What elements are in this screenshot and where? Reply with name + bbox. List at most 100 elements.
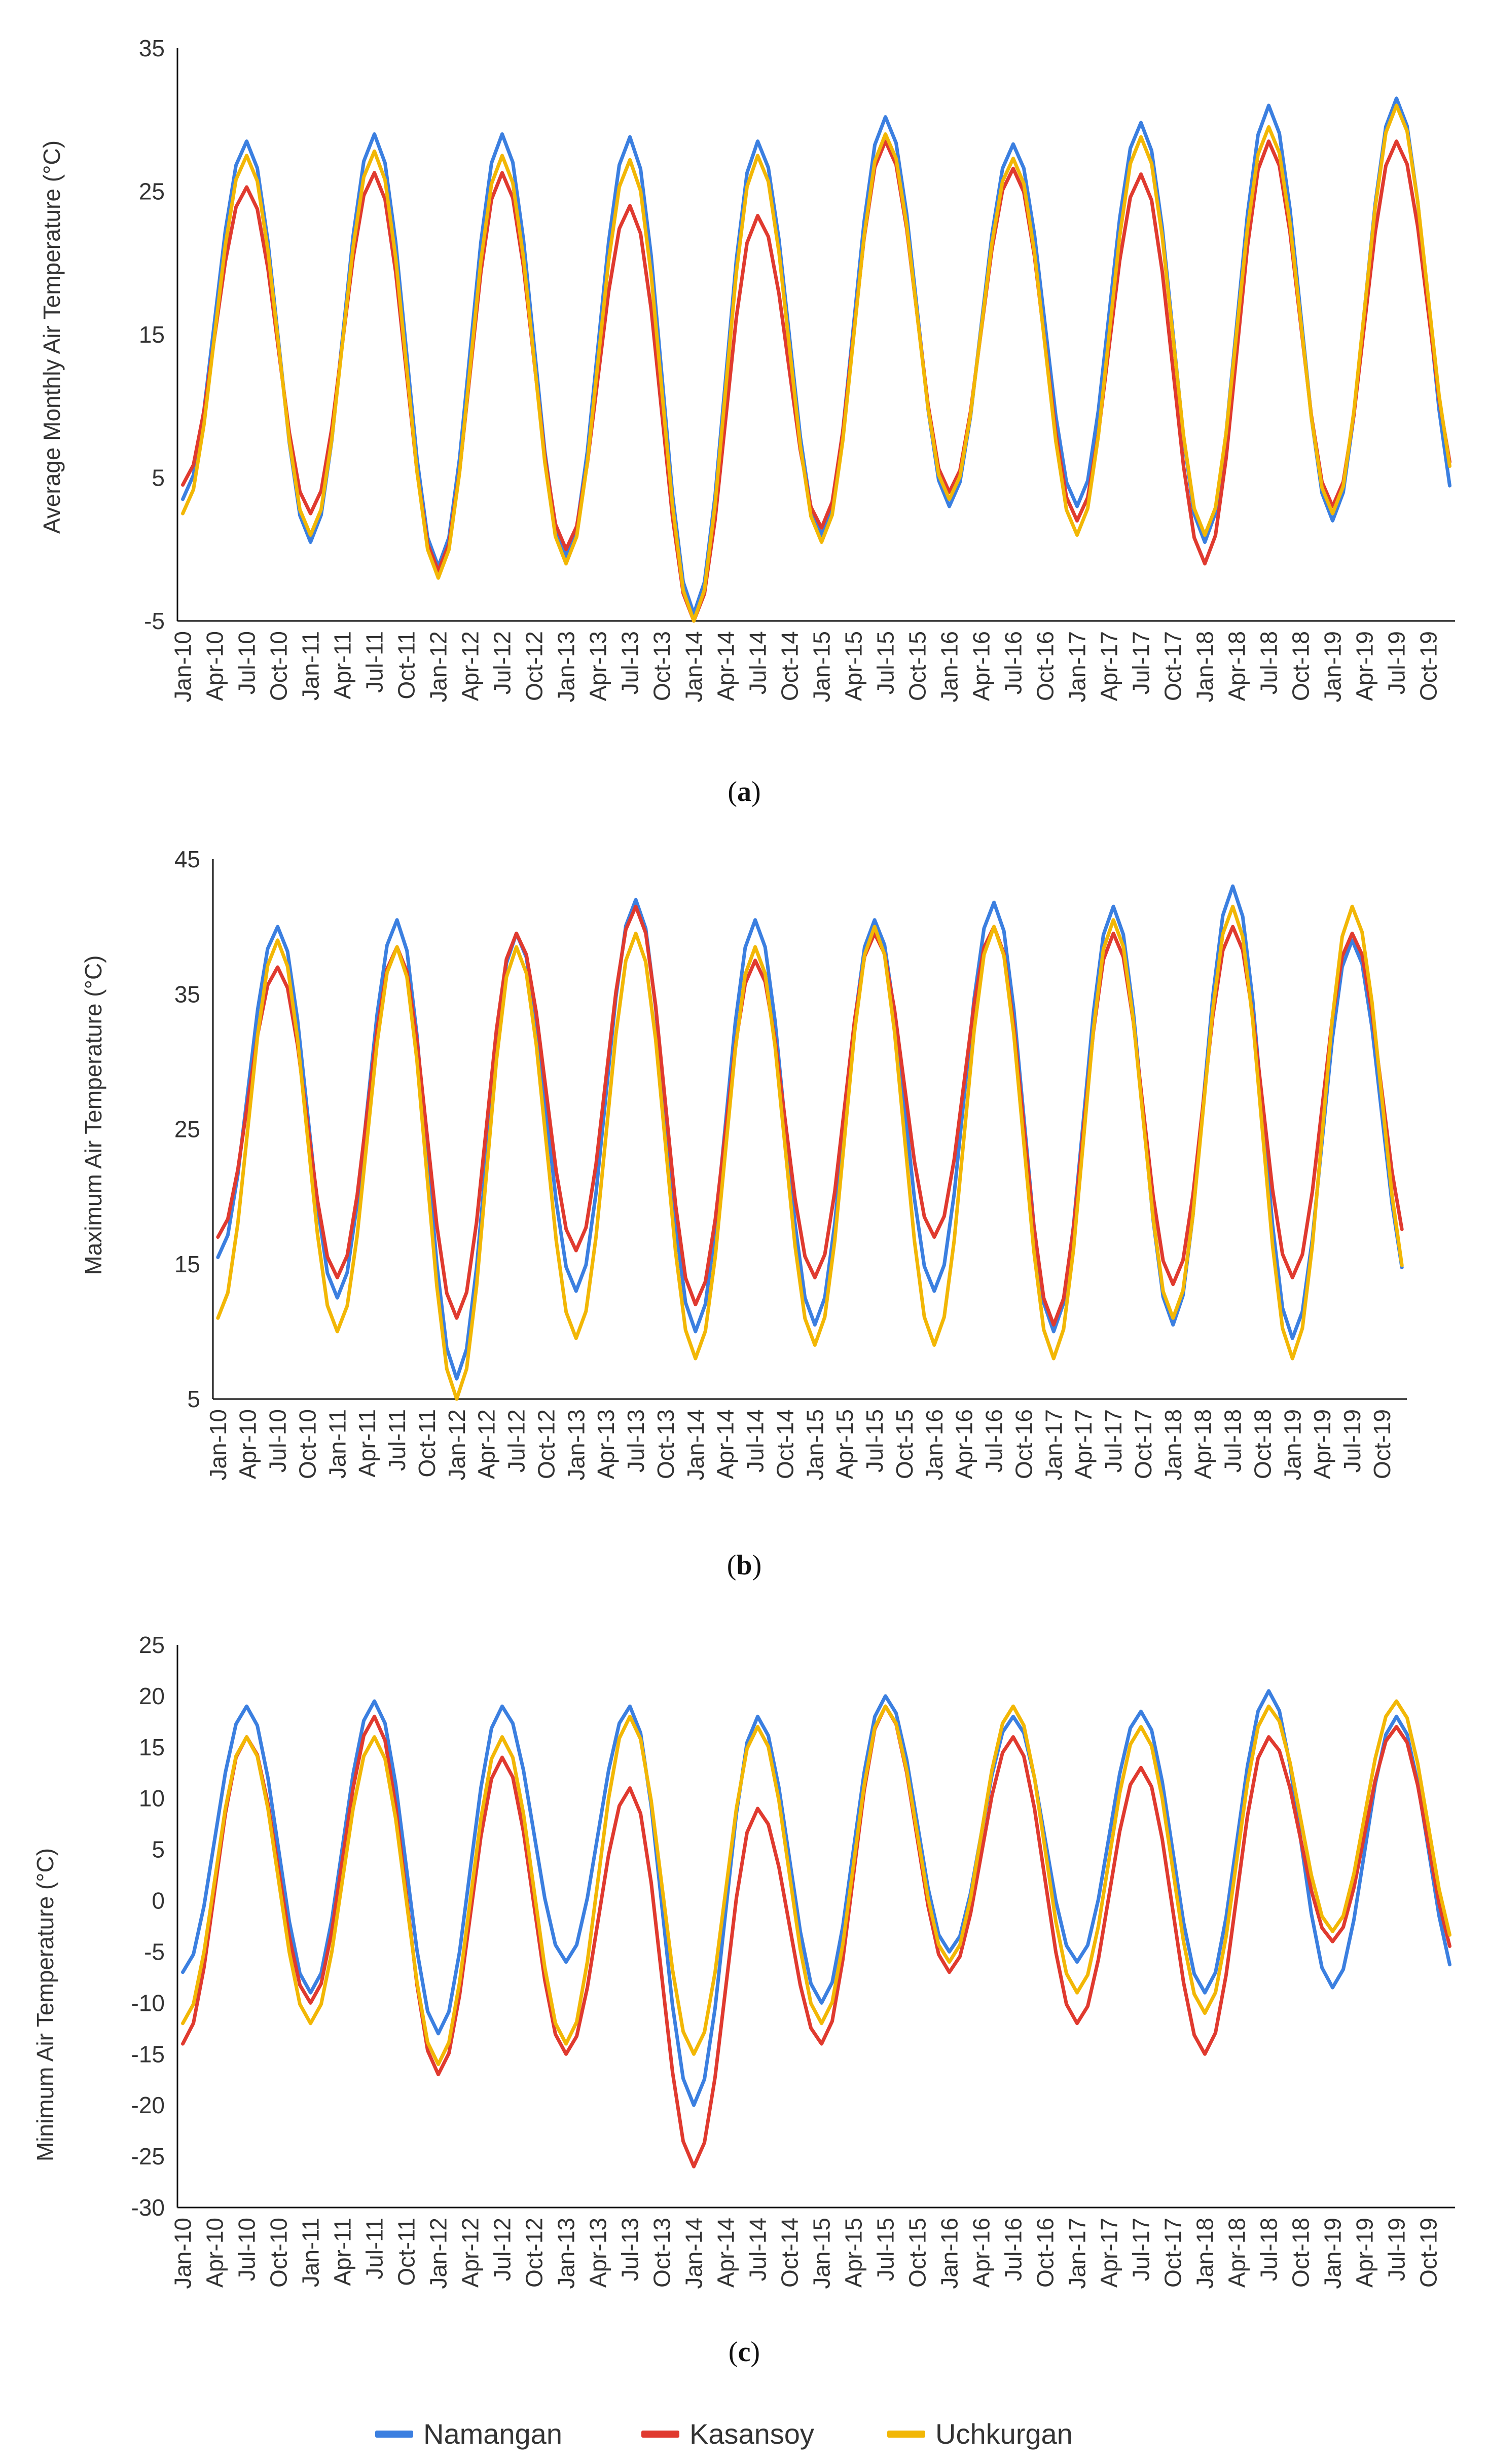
x-tick-label: Jul-15 bbox=[873, 2218, 899, 2281]
x-tick-label: Apr-18 bbox=[1224, 631, 1250, 701]
x-tick-label: Oct-11 bbox=[393, 631, 420, 700]
x-tick-label: Apr-18 bbox=[1190, 1409, 1216, 1479]
x-tick-label: Jul-19 bbox=[1384, 2218, 1410, 2281]
y-tick-label: -30 bbox=[131, 2194, 165, 2221]
x-tick-label: Oct-19 bbox=[1369, 1409, 1395, 1479]
x-tick-label: Jul-17 bbox=[1100, 1409, 1127, 1473]
y-tick-label: -5 bbox=[144, 1938, 165, 1965]
y-tick-label: -5 bbox=[144, 608, 165, 634]
y-tick-label: 35 bbox=[139, 35, 165, 61]
x-tick-label: Jul-19 bbox=[1339, 1409, 1365, 1473]
x-tick-label: Apr-19 bbox=[1352, 2218, 1378, 2288]
x-tick-label: Jan-18 bbox=[1192, 2218, 1218, 2289]
y-tick-label: 25 bbox=[139, 1632, 165, 1658]
series-line-uchkurgan bbox=[181, 103, 1451, 623]
x-tick-label: Oct-13 bbox=[649, 2218, 675, 2288]
x-tick-label: Oct-14 bbox=[772, 1409, 798, 1479]
x-tick-label: Jul-18 bbox=[1256, 631, 1282, 694]
x-tick-label: Jul-14 bbox=[745, 631, 771, 694]
x-tick-label: Oct-15 bbox=[904, 2218, 931, 2288]
x-tick-label: Apr-10 bbox=[235, 1409, 261, 1479]
x-tick-label: Jul-14 bbox=[745, 2218, 771, 2281]
legend-item-uchkurgan: Uchkurgan bbox=[887, 2418, 1073, 2450]
series-line-namangan bbox=[181, 1689, 1451, 2107]
y-tick-label: 25 bbox=[139, 178, 165, 205]
x-tick-label: Apr-16 bbox=[968, 631, 995, 701]
x-tick-label: Apr-16 bbox=[951, 1409, 977, 1479]
x-tick-label: Oct-12 bbox=[533, 1409, 559, 1479]
x-tick-label: Apr-13 bbox=[585, 631, 611, 701]
x-tick-label: Apr-18 bbox=[1224, 2218, 1250, 2288]
x-tick-label: Jan-17 bbox=[1040, 1409, 1067, 1481]
x-tick-label: Jan-15 bbox=[809, 631, 835, 703]
x-tick-label: Jan-17 bbox=[1064, 2218, 1091, 2289]
x-tick-label: Apr-15 bbox=[841, 631, 867, 701]
x-tick-label: Jul-12 bbox=[503, 1409, 530, 1473]
x-tick-label: Apr-17 bbox=[1096, 631, 1122, 701]
x-tick-label: Jan-15 bbox=[809, 2218, 835, 2289]
x-tick-label: Jan-17 bbox=[1064, 631, 1091, 703]
chart-panel-a: Average Monthly Air Temperature (°C) -5 5… bbox=[39, 35, 1455, 807]
x-tick-label: Oct-16 bbox=[1032, 2218, 1059, 2288]
x-tick-label: Apr-17 bbox=[1070, 1409, 1097, 1479]
x-tick-label: Jan-15 bbox=[802, 1409, 828, 1481]
x-tick-label: Apr-19 bbox=[1309, 1409, 1335, 1479]
x-tick-label: Jan-11 bbox=[324, 1409, 350, 1479]
y-tick-label: 5 bbox=[152, 1836, 165, 1863]
x-tick-label: Jan-16 bbox=[936, 2218, 963, 2289]
x-tick-label: Jul-16 bbox=[1000, 2218, 1027, 2281]
x-tick-label: Jan-16 bbox=[936, 631, 963, 703]
y-tick-label: -20 bbox=[131, 2092, 165, 2118]
x-tick-label: Apr-14 bbox=[713, 631, 739, 701]
x-tick-label: Apr-13 bbox=[585, 2218, 611, 2288]
series-line-kasansoy bbox=[181, 139, 1451, 623]
x-tick-label: Jan-11 bbox=[298, 631, 324, 701]
x-tick-label: Oct-13 bbox=[649, 631, 675, 701]
x-tick-label: Apr-11 bbox=[354, 1409, 380, 1478]
legend-swatch-uchkurgan bbox=[887, 2431, 925, 2438]
x-tick-label: Oct-10 bbox=[266, 631, 292, 701]
series-line-kasansoy bbox=[216, 904, 1404, 1327]
x-tick-label: Oct-11 bbox=[393, 2218, 420, 2286]
y-tick-label: -10 bbox=[131, 1990, 165, 2016]
panel-letter: a bbox=[737, 776, 751, 807]
legend-item-namangan: Namangan bbox=[375, 2418, 562, 2450]
x-tick-label: Apr-11 bbox=[330, 631, 356, 700]
x-tick-label: Jan-19 bbox=[1320, 2218, 1346, 2289]
x-tick-label: Jan-14 bbox=[682, 1409, 709, 1481]
x-tick-label: Jul-17 bbox=[1128, 2218, 1154, 2281]
x-tick-label: Oct-13 bbox=[652, 1409, 679, 1479]
x-tick-label: Oct-15 bbox=[891, 1409, 918, 1479]
x-tick-label: Oct-10 bbox=[266, 2218, 292, 2288]
series-line-namangan bbox=[216, 884, 1404, 1381]
legend-label-uchkurgan: Uchkurgan bbox=[935, 2418, 1073, 2450]
x-tick-label: Apr-17 bbox=[1096, 2218, 1122, 2288]
x-tick-label: Oct-14 bbox=[777, 631, 803, 701]
x-tick-label: Apr-16 bbox=[968, 2218, 995, 2288]
x-tick-label: Jan-13 bbox=[563, 1409, 589, 1481]
chart-panel-c: Minimum Air Temperature (°C) -30 -25 -20 -1… bbox=[32, 1632, 1455, 2368]
x-tick-label: Apr-11 bbox=[330, 2218, 356, 2286]
x-tick-label: Jan-13 bbox=[553, 2218, 579, 2289]
legend-label-namangan: Namangan bbox=[423, 2418, 562, 2450]
x-tick-label: Jul-14 bbox=[742, 1409, 769, 1473]
y-tick-label: -15 bbox=[131, 2041, 165, 2067]
x-tick-label: Jan-11 bbox=[298, 2218, 324, 2287]
x-tick-label: Jan-14 bbox=[681, 631, 707, 703]
x-tick-label: Jul-11 bbox=[361, 2218, 388, 2279]
x-tick-label: Jan-16 bbox=[921, 1409, 948, 1481]
legend-swatch-kasansoy bbox=[641, 2431, 679, 2438]
x-tick-label: Oct-17 bbox=[1160, 631, 1186, 701]
y-axis-label: Average Monthly Air Temperature (°C) bbox=[39, 140, 65, 534]
x-tick-label: Apr-10 bbox=[202, 631, 228, 701]
series-line-uchkurgan bbox=[181, 1699, 1451, 2066]
series-line-uchkurgan bbox=[216, 904, 1404, 1401]
x-tick-label: Oct-16 bbox=[1032, 631, 1059, 701]
y-tick-label: 15 bbox=[139, 321, 165, 348]
y-tick-label: 5 bbox=[152, 465, 165, 491]
legend-swatch-namangan bbox=[375, 2431, 413, 2438]
x-tick-label: Jul-11 bbox=[384, 1409, 410, 1471]
